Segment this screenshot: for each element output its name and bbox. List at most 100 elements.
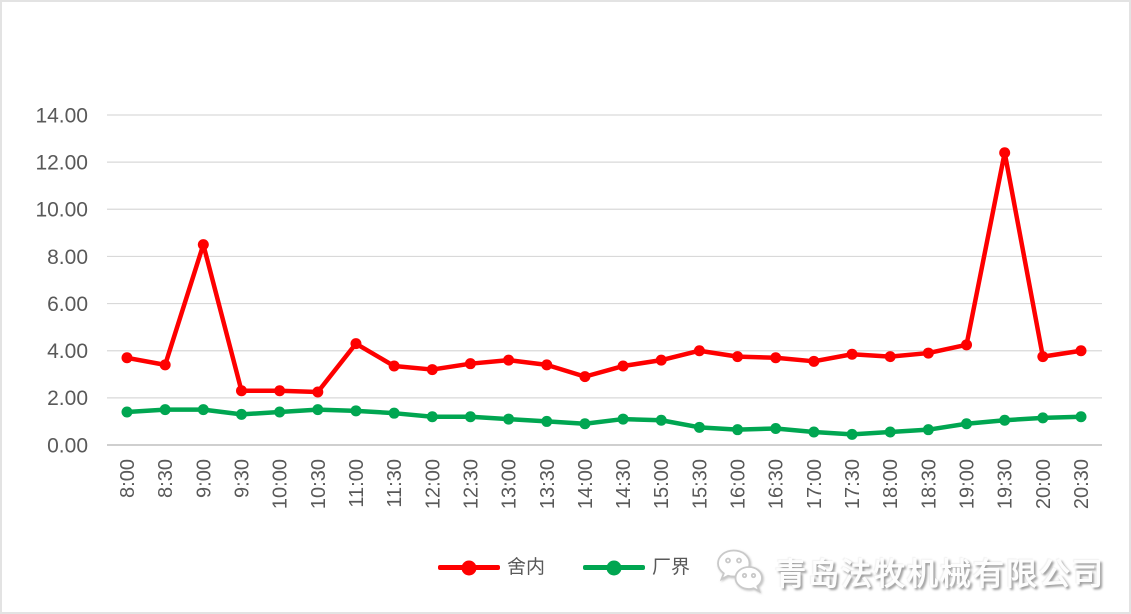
data-point-marker [617,360,629,372]
x-axis-tick-label: 17:30 [842,459,864,509]
x-axis-tick-label: 10:30 [308,459,330,509]
data-point-marker [1075,345,1087,357]
x-axis-tick-label: 20:00 [1033,459,1055,509]
data-point-marker [655,414,667,426]
legend-item-indoor: 舍内 [438,558,545,577]
wechat-logo-icon [717,549,763,594]
data-point-marker [846,428,858,440]
data-point-marker [312,404,324,416]
data-point-marker [235,385,247,397]
data-point-marker [922,424,934,436]
x-axis-tick-label: 12:00 [422,459,444,509]
x-axis-tick-label: 16:00 [728,459,750,509]
x-axis-tick-label: 9:00 [193,459,215,498]
y-axis-tick-label: 6.00 [47,293,88,316]
data-point-marker [732,351,744,363]
data-point-marker [541,359,553,371]
data-point-marker [159,404,171,416]
x-axis-tick-label: 14:00 [575,459,597,509]
x-axis-tick-label: 11:00 [346,459,368,508]
data-point-marker [426,364,438,376]
data-point-marker [693,345,705,357]
x-axis-tick-label: 15:30 [689,459,711,509]
x-axis-tick-label: 13:00 [499,459,521,509]
y-axis-tick-label: 4.00 [47,340,88,363]
data-point-marker [770,423,782,434]
data-point-marker [197,239,209,251]
data-point-marker [884,426,896,438]
x-axis-tick-label: 12:30 [460,459,482,509]
x-axis-tick-label: 11:30 [384,459,406,508]
chart-legend: 舍内 厂界 [438,558,690,577]
data-point-marker [503,354,515,366]
data-point-marker [503,413,515,425]
data-point-marker [388,407,400,419]
data-point-marker [350,338,362,350]
legend-label-indoor: 舍内 [507,557,546,578]
x-axis-tick-label: 10:00 [270,459,292,509]
legend-marker-dot [461,560,477,575]
data-point-marker [808,355,820,367]
x-axis-tick-label: 14:30 [613,459,635,509]
legend-marker-boundary [583,560,646,575]
data-point-marker [999,147,1011,159]
legend-marker-dot [606,560,622,575]
legend-label-boundary: 厂界 [652,557,691,578]
data-point-marker [312,386,324,398]
x-axis-tick-label: 8:30 [155,459,177,498]
data-point-marker [770,352,782,364]
data-point-marker [541,415,553,427]
data-point-marker [846,348,858,360]
watermark-text: 青岛法牧机械有限公司 [775,556,1105,592]
data-point-marker [732,424,744,436]
data-point-marker [922,347,934,359]
data-point-marker [579,371,591,383]
data-point-marker [884,351,896,363]
data-point-marker [1075,411,1087,423]
data-point-marker [426,411,438,423]
x-axis-tick-label: 15:00 [651,459,673,509]
y-axis-tick-label: 8.00 [47,246,88,269]
data-point-marker [961,418,973,430]
y-axis-tick-label: 2.00 [47,387,88,410]
data-point-marker [159,359,171,371]
x-axis-tick-label: 18:00 [880,459,902,509]
x-axis-tick-label: 16:30 [766,459,788,509]
data-point-marker [961,339,973,351]
data-point-marker [1037,351,1049,363]
data-point-marker [197,404,209,416]
x-axis-tick-label: 19:30 [995,459,1017,509]
data-point-marker [274,406,286,418]
data-point-marker [464,358,476,370]
series-line [124,407,1084,437]
data-point-marker [655,354,667,366]
y-axis-tick-label: 12.00 [35,151,88,174]
data-point-marker [274,385,286,397]
x-axis-tick-label: 17:00 [804,459,826,509]
data-point-marker [617,413,629,425]
x-axis-tick-label: 18:30 [918,459,940,509]
y-axis-tick-label: 0.00 [47,434,88,457]
data-point-marker [388,360,400,372]
legend-item-boundary: 厂界 [583,558,690,577]
data-point-marker [999,414,1011,426]
x-axis-tick-label: 9:30 [231,459,253,498]
y-axis-tick-label: 10.00 [35,199,88,222]
y-axis-tick-label: 14.00 [35,104,88,127]
data-point-marker [350,405,362,417]
data-point-marker [693,421,705,433]
legend-marker-indoor [438,560,500,575]
data-point-marker [464,411,476,423]
data-point-marker [235,408,247,420]
watermark: 青岛法牧机械有限公司 [711,542,1105,600]
data-point-marker [121,352,133,364]
x-axis-tick-label: 8:00 [117,459,139,498]
series-line [124,150,1084,395]
x-axis-tick-label: 19:00 [957,459,979,509]
data-point-marker [808,426,820,438]
data-point-marker [579,418,591,430]
x-axis-tick-label: 20:30 [1071,459,1093,509]
data-point-marker [1037,412,1049,424]
